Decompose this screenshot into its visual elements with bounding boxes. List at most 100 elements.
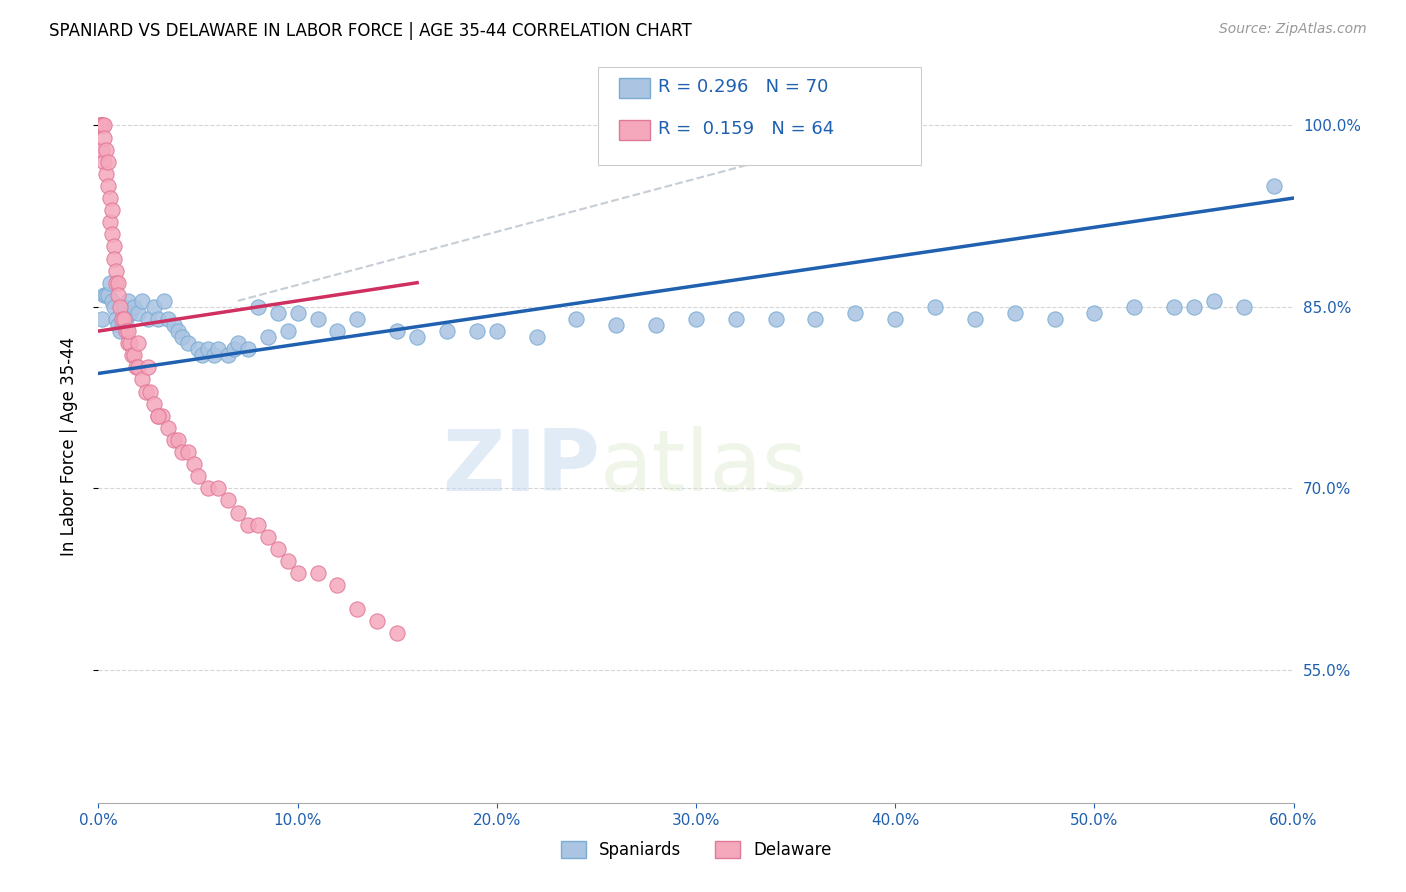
- Point: [1202, 293, 1225, 308]
- Point: [107, 318, 129, 332]
- Point: [115, 324, 138, 338]
- Point: [110, 324, 132, 338]
- Point: [287, 566, 309, 580]
- Point: [307, 566, 329, 580]
- Text: ZIP: ZIP: [443, 425, 600, 509]
- Point: [117, 336, 139, 351]
- Point: [117, 293, 139, 308]
- Point: [1004, 306, 1026, 320]
- Point: [93, 288, 115, 302]
- Point: [844, 306, 866, 320]
- Point: [131, 372, 153, 386]
- Text: atlas: atlas: [600, 425, 808, 509]
- Point: [256, 530, 278, 544]
- Point: [207, 343, 229, 357]
- Point: [924, 300, 946, 314]
- Point: [406, 330, 429, 344]
- Point: [326, 578, 349, 592]
- Point: [187, 343, 209, 357]
- Point: [96, 143, 118, 157]
- Point: [163, 433, 186, 447]
- Point: [385, 626, 409, 640]
- Point: [804, 312, 827, 326]
- Point: [765, 312, 787, 326]
- Text: SPANIARD VS DELAWARE IN LABOR FORCE | AGE 35-44 CORRELATION CHART: SPANIARD VS DELAWARE IN LABOR FORCE | AG…: [49, 22, 692, 40]
- Point: [565, 312, 588, 326]
- Point: [277, 554, 299, 568]
- Point: [112, 300, 135, 314]
- Point: [120, 306, 142, 320]
- Point: [93, 154, 115, 169]
- Point: [124, 348, 146, 362]
- Point: [246, 517, 269, 532]
- Point: [236, 517, 259, 532]
- Point: [346, 602, 368, 616]
- Point: [91, 119, 114, 133]
- Point: [127, 360, 149, 375]
- Point: [226, 506, 249, 520]
- Point: [157, 312, 180, 326]
- Point: [222, 343, 245, 357]
- Point: [101, 203, 124, 218]
- Point: [112, 312, 135, 326]
- Point: [202, 348, 225, 362]
- Point: [366, 615, 388, 629]
- Point: [148, 312, 170, 326]
- Point: [385, 324, 409, 338]
- Legend: Spaniards, Delaware: Spaniards, Delaware: [561, 840, 831, 859]
- Point: [121, 348, 143, 362]
- Point: [1233, 300, 1256, 314]
- Point: [96, 167, 118, 181]
- Point: [884, 312, 907, 326]
- Point: [148, 409, 170, 423]
- Point: [267, 541, 290, 556]
- Point: [135, 384, 157, 399]
- Point: [526, 330, 548, 344]
- Point: [236, 343, 259, 357]
- Point: [172, 330, 194, 344]
- Point: [91, 143, 114, 157]
- Point: [97, 288, 120, 302]
- Point: [326, 324, 349, 338]
- Point: [131, 293, 153, 308]
- Point: [139, 384, 162, 399]
- Text: R = 0.296   N = 70: R = 0.296 N = 70: [658, 78, 828, 96]
- Point: [172, 445, 194, 459]
- Point: [110, 300, 132, 314]
- Point: [111, 312, 134, 326]
- Point: [1163, 300, 1185, 314]
- Point: [127, 336, 149, 351]
- Point: [645, 318, 668, 332]
- Point: [143, 397, 166, 411]
- Point: [685, 312, 707, 326]
- Point: [167, 324, 190, 338]
- Point: [963, 312, 986, 326]
- Text: Source: ZipAtlas.com: Source: ZipAtlas.com: [1219, 22, 1367, 37]
- Point: [177, 336, 200, 351]
- Y-axis label: In Labor Force | Age 35-44: In Labor Force | Age 35-44: [59, 336, 77, 556]
- Point: [117, 324, 139, 338]
- Point: [103, 300, 125, 314]
- Point: [1263, 178, 1285, 193]
- Point: [153, 293, 176, 308]
- Point: [287, 306, 309, 320]
- Point: [207, 481, 229, 495]
- Point: [105, 312, 128, 326]
- Point: [103, 239, 125, 253]
- Point: [465, 324, 488, 338]
- Point: [148, 409, 170, 423]
- Point: [191, 348, 214, 362]
- Point: [101, 227, 124, 242]
- Point: [136, 312, 159, 326]
- Point: [267, 306, 290, 320]
- Point: [107, 288, 129, 302]
- Point: [97, 178, 120, 193]
- Point: [1123, 300, 1146, 314]
- Point: [98, 215, 122, 229]
- Point: [436, 324, 458, 338]
- Point: [217, 348, 239, 362]
- Text: R =  0.159   N = 64: R = 0.159 N = 64: [658, 120, 834, 138]
- Point: [136, 360, 159, 375]
- Point: [226, 336, 249, 351]
- Point: [277, 324, 299, 338]
